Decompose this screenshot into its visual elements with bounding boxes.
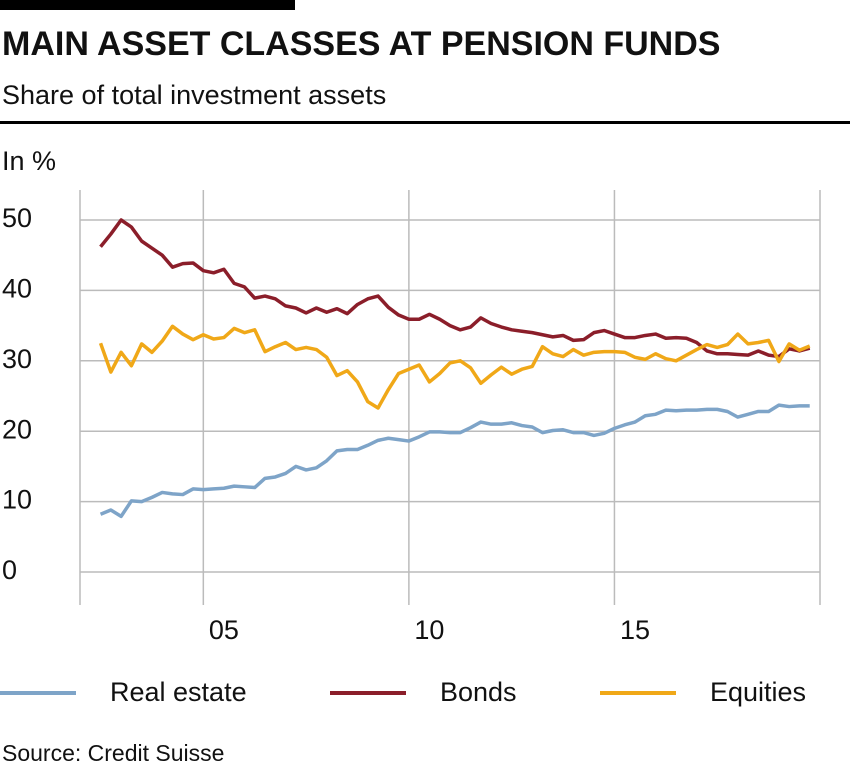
- y-tick-label: 50: [2, 203, 32, 233]
- y-tick-label: 0: [2, 555, 17, 585]
- x-tick-label: 10: [414, 615, 444, 645]
- source: Source: Credit Suisse: [2, 740, 224, 766]
- line-series: [99, 403, 810, 519]
- y-tick-label: 10: [2, 485, 32, 515]
- y-tick-label: 30: [2, 344, 32, 374]
- chart-subtitle: Share of total investment assets: [2, 80, 386, 110]
- header-rule: [0, 121, 850, 124]
- y-axis-label: In %: [2, 146, 56, 176]
- x-tick-label: 15: [620, 615, 650, 645]
- line-series: [98, 324, 811, 410]
- line-series: [99, 218, 811, 359]
- chart-title: MAIN ASSET CLASSES AT PENSION FUNDS: [2, 25, 720, 63]
- legend-label: Real estate: [110, 677, 247, 707]
- legend-label: Equities: [710, 677, 806, 707]
- header-bar: [0, 0, 295, 10]
- legend-label: Bonds: [440, 677, 517, 707]
- y-tick-label: 40: [2, 274, 32, 304]
- x-tick-label: 05: [209, 615, 239, 645]
- y-tick-label: 20: [2, 414, 32, 444]
